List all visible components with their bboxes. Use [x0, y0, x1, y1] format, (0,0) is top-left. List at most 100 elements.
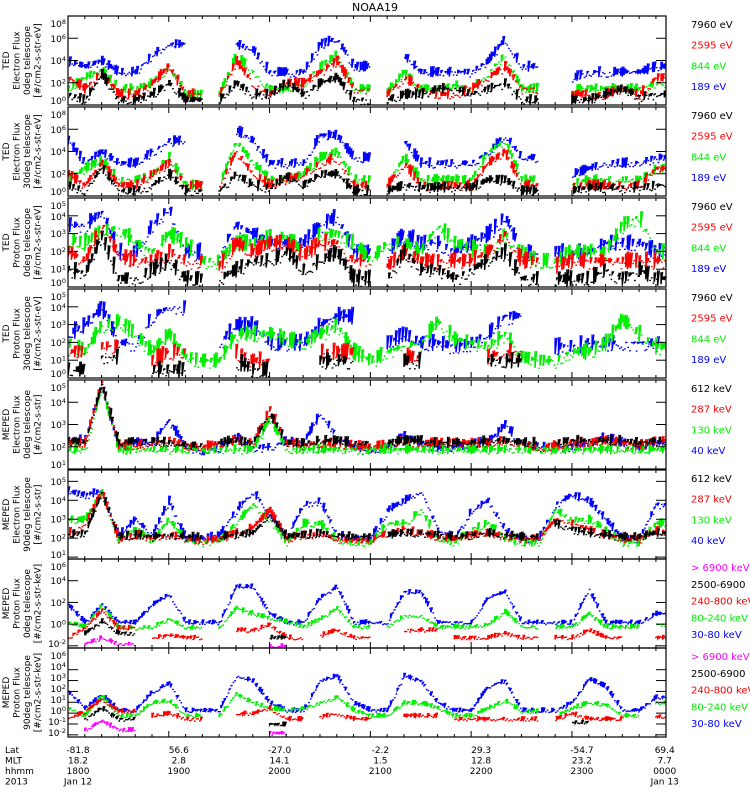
series-black-612-kev: [68, 491, 666, 542]
legend-entry: 189 eV: [691, 173, 726, 184]
x-tick-lat: -54.7: [570, 746, 593, 756]
y-axis-label-line: Electron Flux: [13, 122, 23, 181]
y-axis-label-line: Proton Flux: [13, 578, 23, 629]
y-tick-label: 10-2: [48, 638, 66, 650]
y-tick-label: 104: [50, 495, 66, 507]
x-tick-lat: -27.0: [268, 746, 292, 756]
y-axis-label-line: [#/cm2-s-str-eV]: [34, 296, 44, 371]
y-axis-label-line: TED: [2, 51, 12, 70]
y-tick-label: 104: [50, 397, 66, 409]
legend-entry: 40 keV: [691, 446, 725, 457]
series-group: [68, 125, 666, 196]
legend-entry: 2500-6900: [691, 669, 746, 680]
y-axis-label-line: 30deg telescope: [23, 296, 33, 371]
y-tick-label: 106: [50, 561, 66, 573]
y-axis-label-line: [#/cm2-s-str-keV]: [34, 653, 44, 732]
series-group: [68, 206, 666, 287]
legend-entry: 844 eV: [691, 61, 726, 72]
legend-entry: 80-240 keV: [691, 702, 748, 713]
y-axis-label-line: Electron Flux: [13, 485, 23, 544]
series-group: [68, 486, 666, 548]
series-black-2500-6900: [84, 705, 590, 727]
x-tick-mlt: 18.2: [68, 757, 88, 767]
legend-entry: 7960 eV: [691, 20, 733, 31]
x-tick-date: Jan 13: [650, 778, 679, 788]
y-axis-label-line: 90deg telescope: [23, 477, 33, 552]
panel-5: 101 102 103 104 105 MEPED Electron Flux 0deg te…: [2, 379, 732, 471]
legend-entry: 2595 eV: [691, 132, 733, 143]
y-tick-label: 102: [50, 533, 66, 545]
legend-entry: 240-800 keV: [691, 597, 750, 608]
y-axis-label-line: Proton Flux: [13, 667, 23, 718]
x-axis-row-label: 2013: [5, 778, 28, 788]
y-tick-label: 103: [50, 419, 66, 431]
legend-entry: 2500-6900: [691, 580, 746, 591]
y-tick-label: 100: [50, 186, 66, 198]
y-tick-label: 106: [50, 650, 66, 662]
series-blue-30-80-kev: [68, 583, 666, 626]
panel-frame: [67, 197, 667, 288]
y-tick-label: 102: [50, 337, 66, 349]
legend-entry: 7960 eV: [691, 111, 733, 122]
y-axis-label-line: [#/cm2-s-str-eV]: [34, 205, 44, 280]
y-tick-label: 101: [50, 694, 66, 706]
plot-title: NOAA19: [352, 1, 398, 14]
panel-frame: [67, 558, 667, 649]
legend-entry: 844 eV: [691, 243, 726, 254]
panel-1: 100 102 104 106 108 TED Electron Flux 0deg tele…: [2, 15, 733, 107]
y-tick-label: 105: [50, 291, 66, 303]
legend-entry: 80-240 keV: [691, 613, 748, 624]
y-axis-label-line: Proton Flux: [13, 308, 23, 359]
legend-entry: 7960 eV: [691, 293, 733, 304]
series-group: [68, 300, 666, 378]
y-axis-label-line: MEPED: [2, 409, 12, 441]
y-axis-label-line: TED: [2, 324, 12, 343]
x-tick-hhmm: 0000: [653, 767, 676, 777]
y-axis-label-line: 0deg telescope: [23, 208, 33, 278]
x-tick-lat: -81.8: [66, 746, 90, 756]
series-black-612-kev: [68, 383, 666, 450]
legend-entry: 612 keV: [691, 474, 732, 485]
series-group: [68, 35, 666, 105]
x-tick-lat: -2.2: [372, 746, 390, 756]
legend-entry: 30-80 keV: [691, 630, 742, 641]
y-tick-label: 105: [50, 382, 66, 394]
y-tick-label: 103: [50, 672, 66, 684]
y-tick-label: 105: [50, 476, 66, 488]
y-axis-label-line: [#/cm2-s-str-keV]: [34, 564, 44, 643]
series-red-2595-ev: [68, 224, 666, 274]
y-tick-label: 101: [50, 355, 66, 367]
x-tick-mlt: 7.7: [658, 757, 672, 767]
x-axis-row-label: hhmm: [5, 767, 34, 777]
y-tick-label: 100: [50, 368, 66, 380]
y-axis-label-line: 90deg telescope: [23, 655, 33, 730]
y-axis-label-line: [#/cm2-s-str-eV]: [34, 23, 44, 98]
y-tick-label: 105: [50, 200, 66, 212]
y-tick-label: 106: [50, 124, 66, 136]
y-tick-label: 103: [50, 319, 66, 331]
legend-entry: 844 eV: [691, 152, 726, 163]
legend-entry: 612 keV: [691, 384, 732, 395]
legend-entry: 40 keV: [691, 536, 725, 547]
series-magenta--6900-kev: [84, 635, 287, 648]
y-axis-label-line: Electron Flux: [13, 395, 23, 454]
x-tick-date: Jan 12: [63, 778, 92, 788]
y-tick-label: 106: [50, 33, 66, 45]
series-red-240-800-kev: [68, 698, 666, 723]
y-tick-label: 102: [50, 77, 66, 89]
panel-frame: [67, 647, 667, 738]
x-axis-row-label: Lat: [5, 746, 20, 756]
y-tick-label: 101: [50, 459, 66, 471]
y-tick-label: 104: [50, 575, 66, 587]
x-tick-hhmm: 1900: [167, 767, 190, 777]
y-tick-label: 10-1: [48, 716, 66, 728]
y-tick-label: 104: [50, 146, 66, 158]
y-tick-label: 10-2: [48, 727, 66, 739]
series-blue-189-ev: [68, 35, 666, 83]
legend-entry: 7960 eV: [691, 202, 733, 213]
legend-entry: 287 keV: [691, 405, 732, 416]
y-tick-label: 102: [50, 168, 66, 180]
y-tick-label: 101: [50, 549, 66, 561]
